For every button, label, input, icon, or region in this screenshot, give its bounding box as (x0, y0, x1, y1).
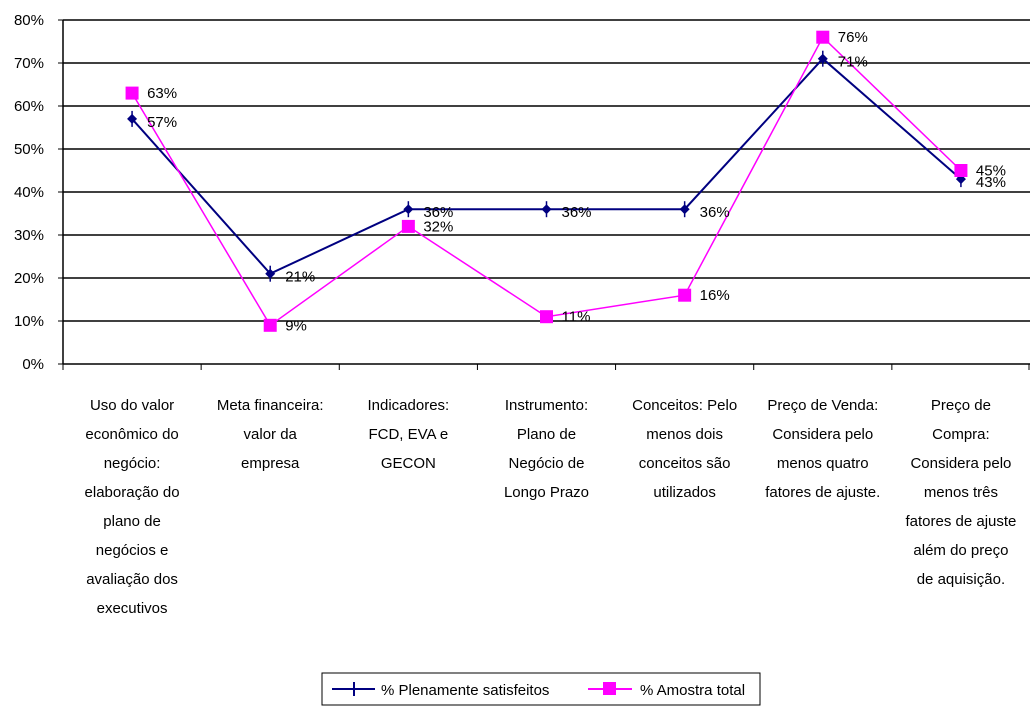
data-label-amostra: 76% (838, 29, 868, 46)
legend-label-plenamente: % Plenamente satisfeitos (381, 682, 549, 699)
y-tick-label: 80% (14, 12, 44, 29)
legend-label-amostra: % Amostra total (640, 682, 745, 699)
legend-marker-amostra (603, 682, 616, 695)
category-label-line: negócio: (104, 455, 161, 472)
category-label-line: GECON (381, 455, 436, 472)
category-label-line: além do preço (913, 542, 1008, 559)
category-label-line: Considera pelo (772, 426, 873, 443)
category-label-line: Compra: (932, 426, 990, 443)
category-label-line: menos quatro (777, 455, 869, 472)
data-label-plenamente: 57% (147, 114, 177, 131)
data-label-amostra: 32% (423, 218, 453, 235)
y-tick-label: 30% (14, 227, 44, 244)
category-label-line: fatores de ajuste. (765, 484, 880, 501)
point-amostra (678, 288, 692, 302)
point-amostra (540, 310, 553, 324)
category-label-line: fatores de ajuste (905, 513, 1016, 530)
data-labels: 57% 21% 36% 36% 36% 71% 43% 63% 9% 32% 11% 16% 76% 45… (147, 29, 1006, 334)
category-label-line: Instrumento: (505, 397, 588, 414)
point-amostra (816, 30, 830, 44)
series-line-amostra (131, 35, 962, 327)
y-tick-label: 70% (14, 55, 44, 72)
y-tick-label: 40% (14, 184, 44, 201)
category-label-line: Negócio de (509, 455, 585, 472)
category-label: Meta financeira: valor da empresa (217, 397, 324, 472)
category-label-line: menos três (924, 484, 998, 501)
category-label-line: utilizados (653, 484, 716, 501)
legend: % Plenamente satisfeitos % Amostra total (321, 672, 761, 706)
y-tick-label: 0% (22, 356, 44, 373)
category-label-line: Uso do valor (90, 397, 174, 414)
data-label-plenamente: 43% (976, 174, 1006, 191)
series-lines (131, 35, 962, 327)
category-label: Indicadores: FCD, EVA e GECON (367, 397, 449, 472)
category-label-line: Conceitos: Pelo (632, 397, 737, 414)
y-tick-label: 10% (14, 313, 44, 330)
category-label-line: avaliação dos (86, 571, 178, 588)
series-markers (125, 30, 968, 332)
category-label-line: Preço de Venda: (767, 397, 878, 414)
y-tick-label: 20% (14, 270, 44, 287)
point-amostra (263, 318, 277, 332)
data-label-amostra: 45% (976, 163, 1006, 180)
y-tick-label: 60% (14, 98, 44, 115)
category-label-line: elaboração do (85, 484, 180, 501)
category-label-line: empresa (241, 455, 300, 472)
point-amostra (954, 164, 968, 177)
y-tick-label: 50% (14, 141, 44, 158)
category-label-line: Preço de (931, 397, 991, 414)
data-label-plenamente: 36% (562, 204, 592, 221)
category-label: Preço de Compra: Considera pelo menos três f… (905, 397, 1016, 588)
series-line-plenamente (131, 57, 962, 275)
category-label: Uso do valor econômico do negócio: elaboraç… (85, 397, 180, 617)
data-label-plenamente: 71% (838, 54, 868, 71)
category-label: Instrumento: Plano de Negócio de Longo Praz… (504, 397, 589, 501)
point-amostra (401, 219, 415, 233)
category-label: Preço de Venda: Considera pelo menos quatr… (765, 397, 880, 501)
category-label-line: negócios e (96, 542, 169, 559)
category-label-line: Plano de (517, 426, 576, 443)
data-label-plenamente: 36% (423, 204, 453, 221)
category-label: Conceitos: Pelo menos dois conceitos são ut… (632, 397, 737, 501)
category-label-line: conceitos são (639, 455, 731, 472)
category-label-line: FCD, EVA e (368, 426, 448, 443)
legend-box (321, 672, 761, 706)
category-label-line: Meta financeira: (217, 397, 324, 414)
category-label-line: Indicadores: (367, 397, 449, 414)
data-label-amostra: 63% (147, 85, 177, 102)
data-label-amostra: 16% (700, 287, 730, 304)
category-label-line: plano de (103, 513, 161, 530)
category-label-line: valor da (244, 426, 298, 443)
data-label-amostra: 9% (285, 317, 307, 334)
category-label-line: de aquisição. (917, 571, 1005, 588)
category-label-line: econômico do (85, 426, 178, 443)
gridlines (63, 19, 1030, 322)
category-label-line: executivos (97, 600, 168, 617)
data-label-amostra: 11% (562, 309, 591, 326)
data-label-plenamente: 21% (285, 269, 315, 286)
x-axis-labels: Uso do valor econômico do negócio: elaboraç… (85, 397, 1017, 617)
category-label-line: Longo Prazo (504, 484, 589, 501)
category-label-line: menos dois (646, 426, 723, 443)
data-label-plenamente: 36% (700, 204, 730, 221)
y-axis-ticks: 0% 10% 20% 30% 40% 50% 60% 70% 80% (14, 12, 63, 373)
point-amostra (125, 86, 139, 100)
category-label-line: Considera pelo (910, 455, 1011, 472)
